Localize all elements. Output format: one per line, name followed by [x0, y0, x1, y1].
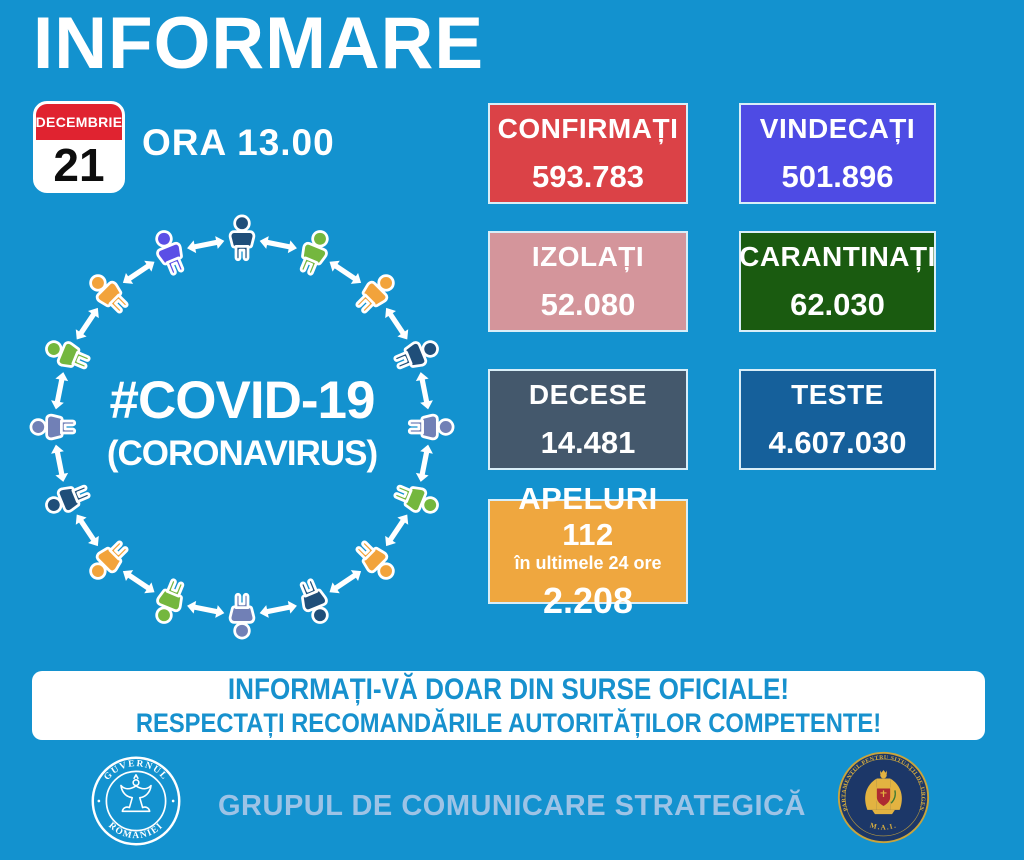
- person-icon: [390, 478, 443, 521]
- stat-decese: DECESE 14.481: [488, 369, 688, 470]
- stat-label: APELURI 112: [518, 481, 658, 552]
- stat-value: 4.607.030: [768, 424, 907, 460]
- exchange-arrow-icon: [71, 510, 104, 550]
- guvernul-romaniei-seal: GUVERNUL ROMÂNIEI: [91, 756, 181, 846]
- stat-value: 2.208: [542, 580, 634, 621]
- person-icon: [293, 575, 336, 628]
- stat-value: 501.896: [781, 158, 894, 194]
- exchange-arrow-icon: [325, 256, 365, 289]
- exchange-arrow-icon: [119, 565, 159, 598]
- official-sources-banner: INFORMAȚI-VĂ DOAR DIN SURSE OFICIALE! RE…: [32, 671, 985, 740]
- stat-label: CONFIRMAȚI: [497, 112, 679, 144]
- stat-teste: TESTE 4.607.030: [739, 369, 936, 470]
- svg-text:M.A.I.: M.A.I.: [869, 821, 898, 831]
- coronavirus-label: (CORONAVIRUS): [106, 434, 378, 473]
- stat-confirmati: CONFIRMAȚI 593.783: [488, 103, 688, 204]
- stat-izolati: IZOLAȚI 52.080: [488, 231, 688, 332]
- exchange-arrow-icon: [185, 234, 226, 255]
- stat-apeluri-112: APELURI 112 în ultimele 24 ore 2.208: [488, 481, 688, 621]
- stat-label: DECESE: [528, 378, 648, 410]
- person-icon: [148, 226, 191, 279]
- person-icon: [41, 478, 94, 521]
- exchange-arrow-icon: [258, 234, 299, 255]
- strategic-communication-group-label: GRUPUL DE COMUNICARE STRATEGICĂ: [218, 790, 806, 822]
- covid-hashtag: #COVID-19: [109, 371, 376, 430]
- exchange-arrow-icon: [380, 510, 413, 550]
- person-icon: [293, 226, 336, 279]
- person-icon: [148, 575, 191, 628]
- exchange-arrow-icon: [258, 599, 299, 620]
- gov-eagle-icon: [120, 774, 152, 813]
- exchange-arrow-icon: [119, 256, 159, 289]
- exchange-arrow-icon: [325, 565, 365, 598]
- calendar-day: 21: [53, 139, 105, 191]
- dsu-seal: DEPARTAMENTUL PENTRU SITUAȚII DE URGENȚĂ…: [836, 750, 930, 844]
- stat-label: TESTE: [791, 378, 884, 410]
- stat-value: 593.783: [531, 158, 645, 194]
- stat-value: 52.080: [540, 286, 636, 322]
- person-icon: [228, 214, 256, 262]
- stat-label: IZOLAȚI: [531, 240, 645, 272]
- person-icon: [390, 333, 443, 376]
- person-icon: [41, 333, 94, 376]
- time-label: ORA 13.00: [142, 122, 335, 163]
- calendar-icon: DECEMBRIE 21: [33, 101, 125, 193]
- stat-label: CARANTINAȚI: [739, 240, 936, 272]
- exchange-arrow-icon: [71, 304, 104, 344]
- exchange-arrow-icon: [185, 599, 226, 620]
- calendar-month: DECEMBRIE: [36, 104, 122, 140]
- exchange-arrow-icon: [380, 304, 413, 344]
- banner-line2: RESPECTAȚI RECOMANDĂRILE AUTORITĂȚILOR C…: [135, 707, 882, 738]
- person-icon: [228, 592, 256, 640]
- diagram-center-text: #COVID-19 (CORONAVIRUS): [57, 374, 427, 471]
- stat-sublabel: în ultimele 24 ore: [514, 553, 662, 573]
- stat-value: 14.481: [540, 424, 636, 460]
- stat-label: VINDECAȚI: [759, 112, 916, 144]
- stat-vindecati: VINDECAȚI 501.896: [739, 103, 936, 204]
- page-title: INFORMARE: [33, 3, 485, 84]
- stat-carantinati: CARANTINAȚI 62.030: [739, 231, 936, 332]
- stat-value: 62.030: [790, 286, 885, 322]
- banner-line1: INFORMAȚI-VĂ DOAR DIN SURSE OFICIALE!: [227, 672, 790, 706]
- dsu-seal-bottom-text: M.A.I.: [869, 821, 897, 831]
- dsu-eagle-icon: [865, 769, 902, 815]
